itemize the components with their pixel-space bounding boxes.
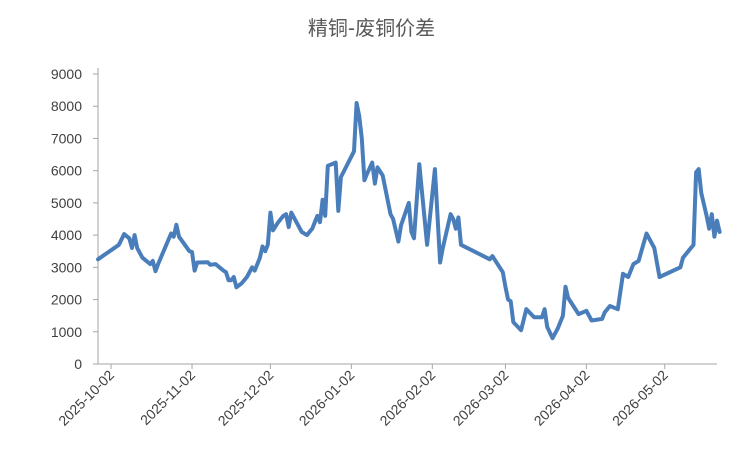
chart-title: 精铜-废铜价差 bbox=[307, 16, 436, 40]
y-tick-label: 6000 bbox=[51, 163, 82, 179]
x-tick-label: 2025-12-02 bbox=[215, 367, 277, 429]
y-tick-label: 4000 bbox=[51, 227, 82, 243]
y-tick-label: 5000 bbox=[51, 195, 82, 211]
x-tick-label: 2026-05-02 bbox=[609, 367, 671, 429]
x-tick-label: 2026-02-02 bbox=[376, 367, 438, 429]
x-tick-label: 2025-11-02 bbox=[137, 367, 198, 428]
y-tick-label: 7000 bbox=[51, 130, 82, 146]
y-tick-label: 9000 bbox=[51, 66, 82, 82]
x-tick-label: 2025-10-02 bbox=[55, 367, 117, 429]
x-tick-label: 2026-04-02 bbox=[531, 367, 593, 429]
y-tick-label: 3000 bbox=[51, 259, 82, 275]
x-tick-label: 2026-01-02 bbox=[296, 367, 358, 429]
y-tick-label: 0 bbox=[74, 356, 82, 372]
y-tick-label: 1000 bbox=[51, 324, 82, 340]
y-tick-label: 8000 bbox=[51, 98, 82, 114]
series-line bbox=[96, 101, 722, 341]
x-tick-label: 2026-03-02 bbox=[450, 367, 512, 429]
y-tick-label: 2000 bbox=[51, 292, 82, 308]
